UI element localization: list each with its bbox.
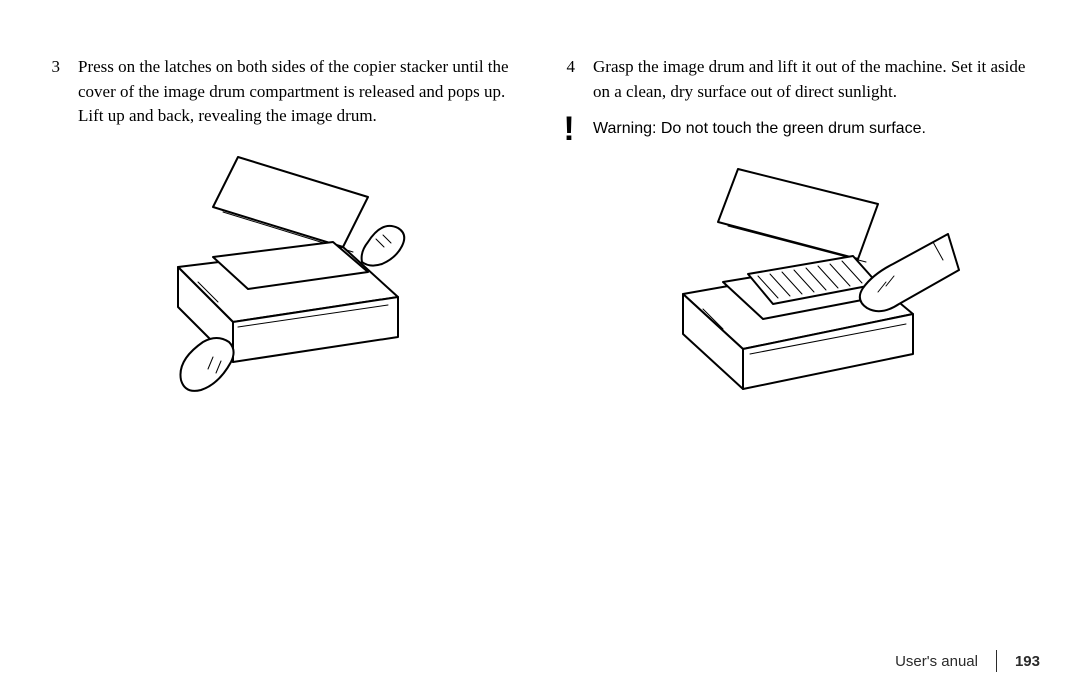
left-column: 3 Press on the latches on both sides of … xyxy=(40,55,525,424)
footer-label: User's anual xyxy=(895,653,978,670)
footer-page-number: 193 xyxy=(1015,653,1040,670)
printer-open-lid-illustration xyxy=(118,147,448,397)
exclamation-icon: ! xyxy=(559,112,579,146)
illustration-step-4 xyxy=(555,164,1040,424)
two-column-layout: 3 Press on the latches on both sides of … xyxy=(0,0,1080,424)
footer-divider xyxy=(996,650,997,672)
warning-row: ! Warning: Do not touch the green drum s… xyxy=(559,112,1040,146)
step-text: Grasp the image drum and lift it out of … xyxy=(593,55,1040,104)
manual-page: 3 Press on the latches on both sides of … xyxy=(0,0,1080,698)
step-number: 4 xyxy=(555,55,575,80)
step-text: Press on the latches on both sides of th… xyxy=(78,55,525,129)
illustration-step-3 xyxy=(40,147,525,397)
step-3: 3 Press on the latches on both sides of … xyxy=(40,55,525,129)
warning-text: Warning: Do not touch the green drum sur… xyxy=(593,119,926,140)
step-number: 3 xyxy=(40,55,60,80)
step-4: 4 Grasp the image drum and lift it out o… xyxy=(555,55,1040,104)
page-footer: User's anual 193 xyxy=(895,650,1040,672)
right-column: 4 Grasp the image drum and lift it out o… xyxy=(555,55,1040,424)
printer-remove-drum-illustration xyxy=(628,164,968,424)
